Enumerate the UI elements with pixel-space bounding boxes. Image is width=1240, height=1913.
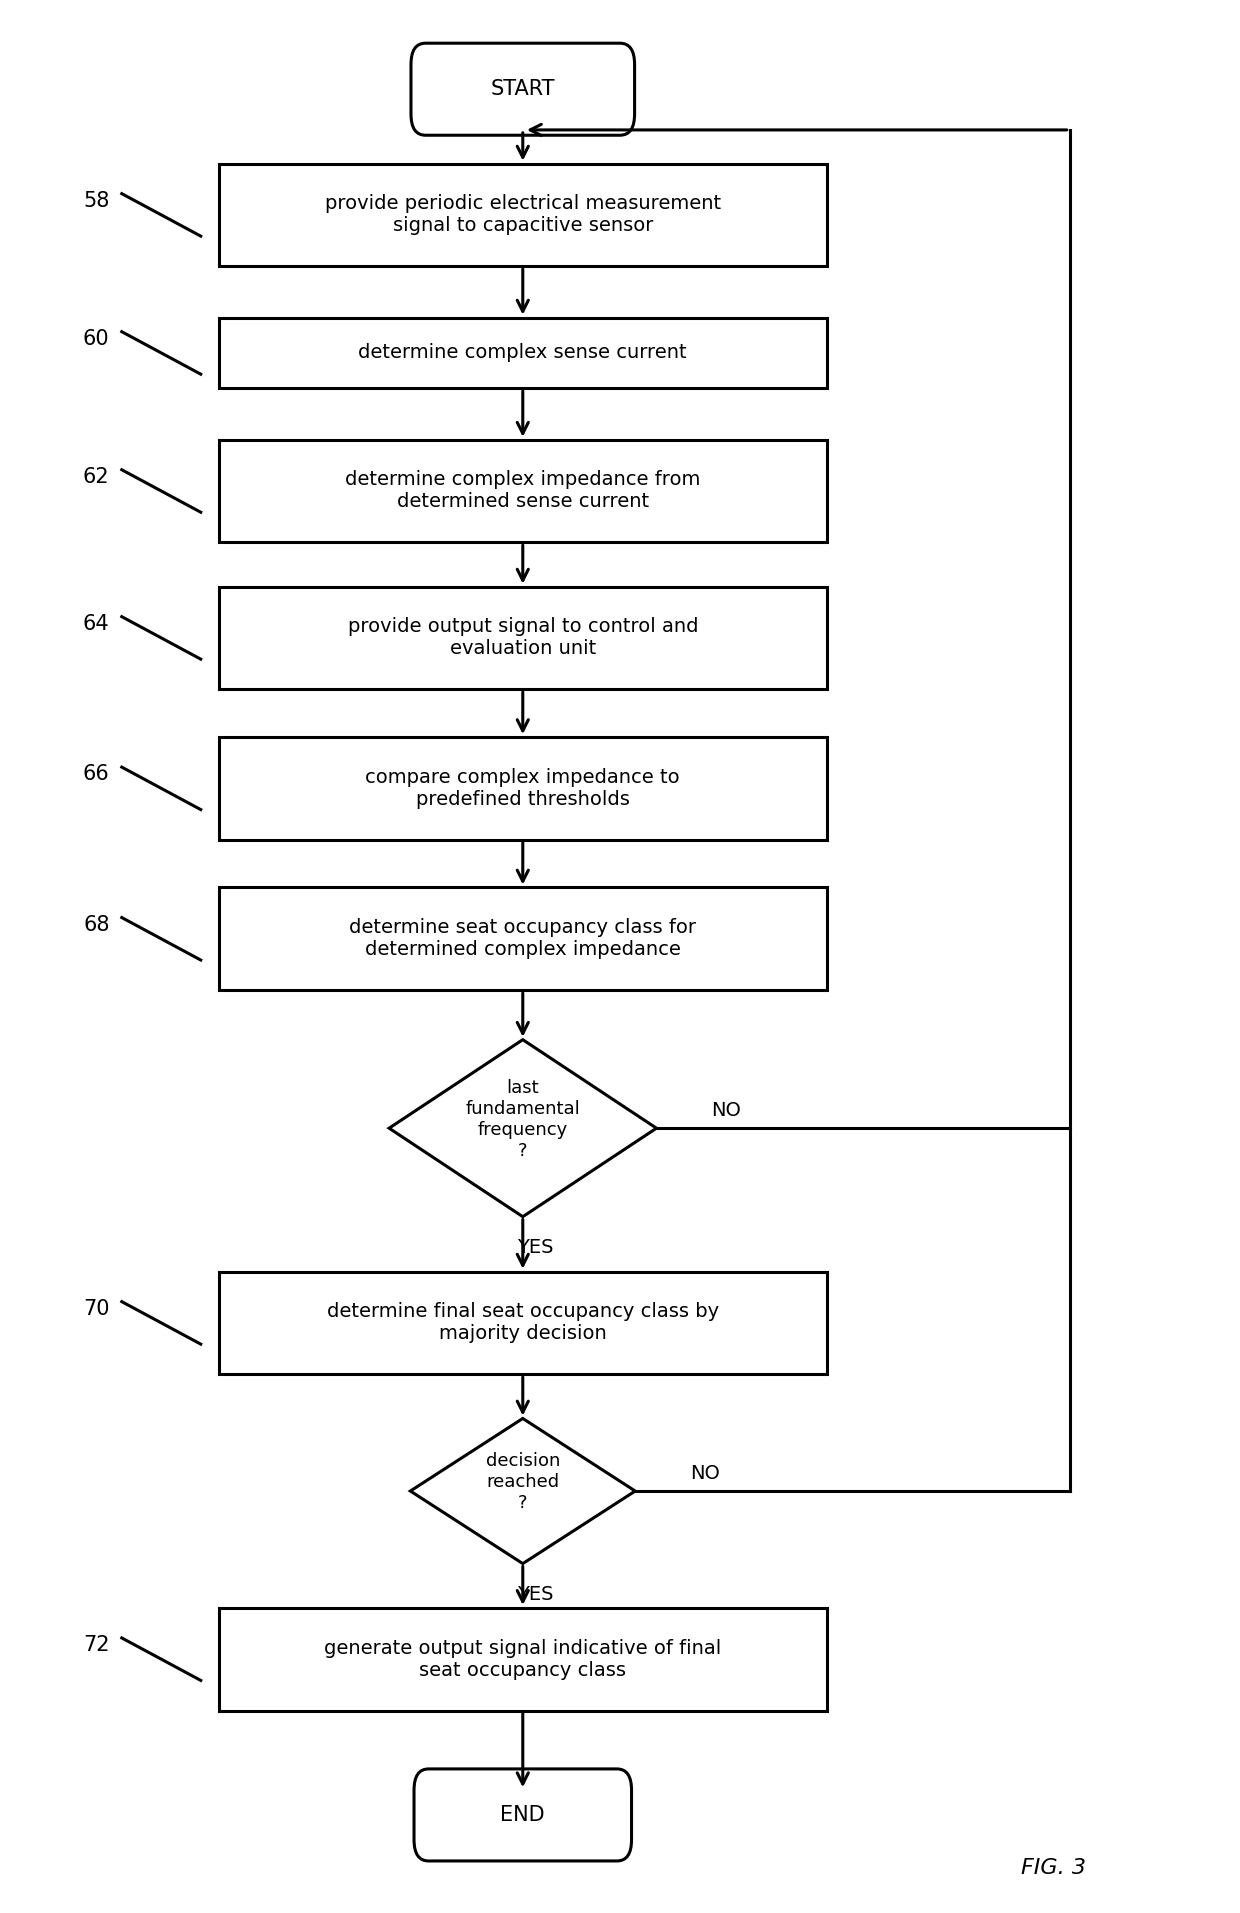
Text: decision
reached
?: decision reached ? [486, 1452, 560, 1511]
Text: START: START [491, 78, 556, 99]
Text: FIG. 3: FIG. 3 [1021, 1858, 1086, 1879]
Bar [219, 587, 827, 689]
Text: determine complex impedance from
determined sense current: determine complex impedance from determi… [345, 471, 701, 511]
Text: determine seat occupancy class for
determined complex impedance: determine seat occupancy class for deter… [350, 918, 697, 958]
Polygon shape [389, 1039, 656, 1217]
Text: END: END [501, 1806, 546, 1825]
Bar [219, 440, 827, 541]
Polygon shape [410, 1418, 635, 1563]
Text: compare complex impedance to
predefined thresholds: compare complex impedance to predefined … [366, 767, 680, 809]
Text: 68: 68 [83, 914, 109, 935]
Text: 70: 70 [83, 1299, 109, 1318]
Bar [219, 163, 827, 266]
Text: provide output signal to control and
evaluation unit: provide output signal to control and eva… [347, 618, 698, 658]
Text: 72: 72 [83, 1636, 109, 1655]
Text: determine final seat occupancy class by
majority decision: determine final seat occupancy class by … [326, 1303, 719, 1343]
Text: 62: 62 [83, 467, 109, 486]
Text: 66: 66 [83, 763, 109, 784]
Bar [219, 1272, 827, 1374]
Text: YES: YES [517, 1238, 553, 1257]
Bar [219, 888, 827, 991]
Bar [219, 737, 827, 840]
Text: NO: NO [712, 1102, 742, 1119]
Text: 60: 60 [83, 329, 109, 348]
Text: 64: 64 [83, 614, 109, 633]
Text: last
fundamental
frequency
?: last fundamental frequency ? [465, 1079, 580, 1159]
Text: YES: YES [517, 1584, 553, 1603]
FancyBboxPatch shape [410, 44, 635, 136]
Text: determine complex sense current: determine complex sense current [358, 344, 687, 362]
Text: 58: 58 [83, 191, 109, 210]
FancyBboxPatch shape [414, 1770, 631, 1861]
Bar [219, 1607, 827, 1710]
Text: generate output signal indicative of final
seat occupancy class: generate output signal indicative of fin… [324, 1639, 722, 1680]
Text: NO: NO [689, 1463, 719, 1483]
Text: provide periodic electrical measurement
signal to capacitive sensor: provide periodic electrical measurement … [325, 195, 720, 235]
Bar [219, 318, 827, 388]
